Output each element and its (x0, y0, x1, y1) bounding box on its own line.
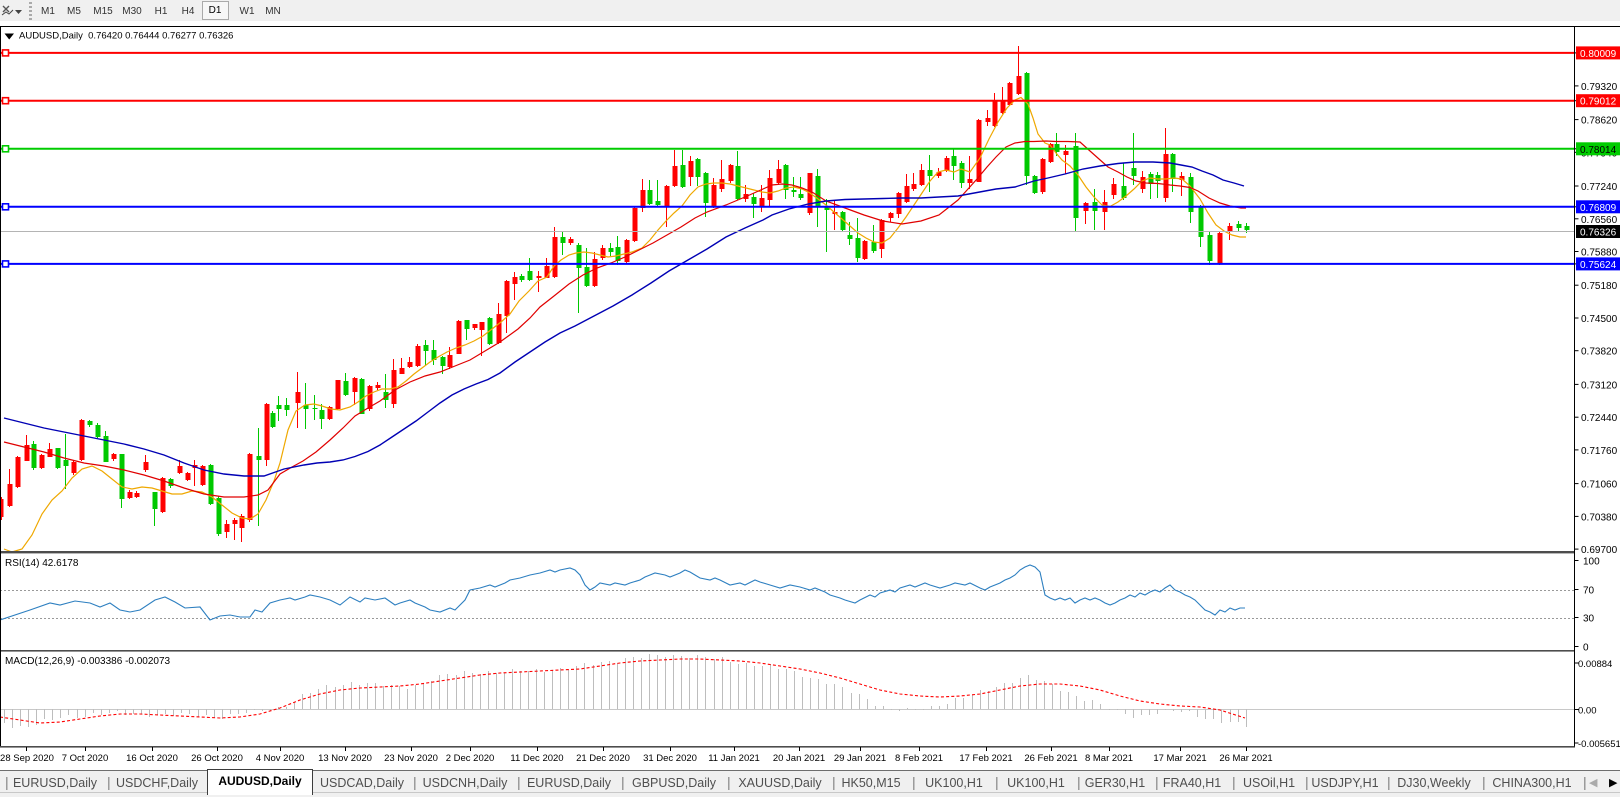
svg-text:0.78014: 0.78014 (1580, 145, 1617, 156)
svg-text:AUDUSD,Daily 0.76420 0.76444: AUDUSD,Daily 0.76420 0.76444 0.76277 0.7… (19, 31, 233, 42)
svg-text:31 Dec 2020: 31 Dec 2020 (643, 753, 697, 764)
svg-text:0.79320: 0.79320 (1581, 82, 1618, 93)
svg-text:0.00: 0.00 (1578, 706, 1597, 717)
svg-text:26 Feb 2021: 26 Feb 2021 (1024, 753, 1077, 764)
svg-text:0.76809: 0.76809 (1580, 203, 1617, 214)
svg-text:0.78620: 0.78620 (1581, 116, 1618, 127)
svg-text:0.70380: 0.70380 (1581, 512, 1618, 523)
svg-text:26 Oct 2020: 26 Oct 2020 (191, 753, 243, 764)
svg-text:0.79012: 0.79012 (1580, 97, 1617, 108)
svg-text:21 Dec 2020: 21 Dec 2020 (576, 753, 630, 764)
svg-text:0.00884: 0.00884 (1578, 659, 1612, 670)
svg-text:29 Jan 2021: 29 Jan 2021 (834, 753, 886, 764)
svg-text:13 Nov 2020: 13 Nov 2020 (318, 753, 372, 764)
svg-text:0.72440: 0.72440 (1581, 413, 1618, 424)
svg-text:17 Feb 2021: 17 Feb 2021 (959, 753, 1012, 764)
svg-text:0.73820: 0.73820 (1581, 347, 1618, 358)
svg-text:MACD(12,26,9) -0.003386 -0.002: MACD(12,26,9) -0.003386 -0.002073 (5, 656, 171, 667)
svg-text:16 Oct 2020: 16 Oct 2020 (126, 753, 178, 764)
svg-text:0.76560: 0.76560 (1581, 215, 1618, 226)
svg-text:0.76326: 0.76326 (1580, 228, 1617, 239)
svg-text:0: 0 (1583, 643, 1589, 654)
svg-text:0.71760: 0.71760 (1581, 446, 1618, 457)
svg-text:0.75880: 0.75880 (1581, 248, 1618, 259)
svg-text:-0.005651: -0.005651 (1578, 739, 1620, 750)
svg-text:0.75180: 0.75180 (1581, 281, 1618, 292)
svg-text:17 Mar 2021: 17 Mar 2021 (1153, 753, 1206, 764)
svg-text:8 Mar 2021: 8 Mar 2021 (1085, 753, 1133, 764)
svg-text:0.69700: 0.69700 (1581, 545, 1618, 556)
svg-text:11 Dec 2020: 11 Dec 2020 (510, 753, 563, 764)
svg-text:26 Mar 2021: 26 Mar 2021 (1219, 753, 1272, 764)
svg-text:4 Nov 2020: 4 Nov 2020 (256, 753, 305, 764)
svg-text:0.80009: 0.80009 (1580, 49, 1617, 60)
svg-text:2 Dec 2020: 2 Dec 2020 (446, 753, 495, 764)
svg-text:70: 70 (1583, 586, 1595, 597)
svg-text:30: 30 (1583, 614, 1595, 625)
svg-text:0.75624: 0.75624 (1580, 260, 1617, 271)
svg-text:0.77240: 0.77240 (1581, 182, 1618, 193)
svg-text:0.74500: 0.74500 (1581, 314, 1618, 325)
svg-text:0.71060: 0.71060 (1581, 480, 1618, 491)
svg-text:28 Sep 2020: 28 Sep 2020 (0, 753, 54, 764)
svg-text:11 Jan 2021: 11 Jan 2021 (708, 753, 760, 764)
svg-text:7 Oct 2020: 7 Oct 2020 (62, 753, 108, 764)
svg-text:0.73120: 0.73120 (1581, 380, 1618, 391)
svg-text:23 Nov 2020: 23 Nov 2020 (384, 753, 438, 764)
svg-text:20 Jan 2021: 20 Jan 2021 (773, 753, 825, 764)
svg-text:100: 100 (1583, 557, 1600, 568)
svg-text:8 Feb 2021: 8 Feb 2021 (895, 753, 943, 764)
svg-text:RSI(14) 42.6178: RSI(14) 42.6178 (5, 558, 79, 569)
